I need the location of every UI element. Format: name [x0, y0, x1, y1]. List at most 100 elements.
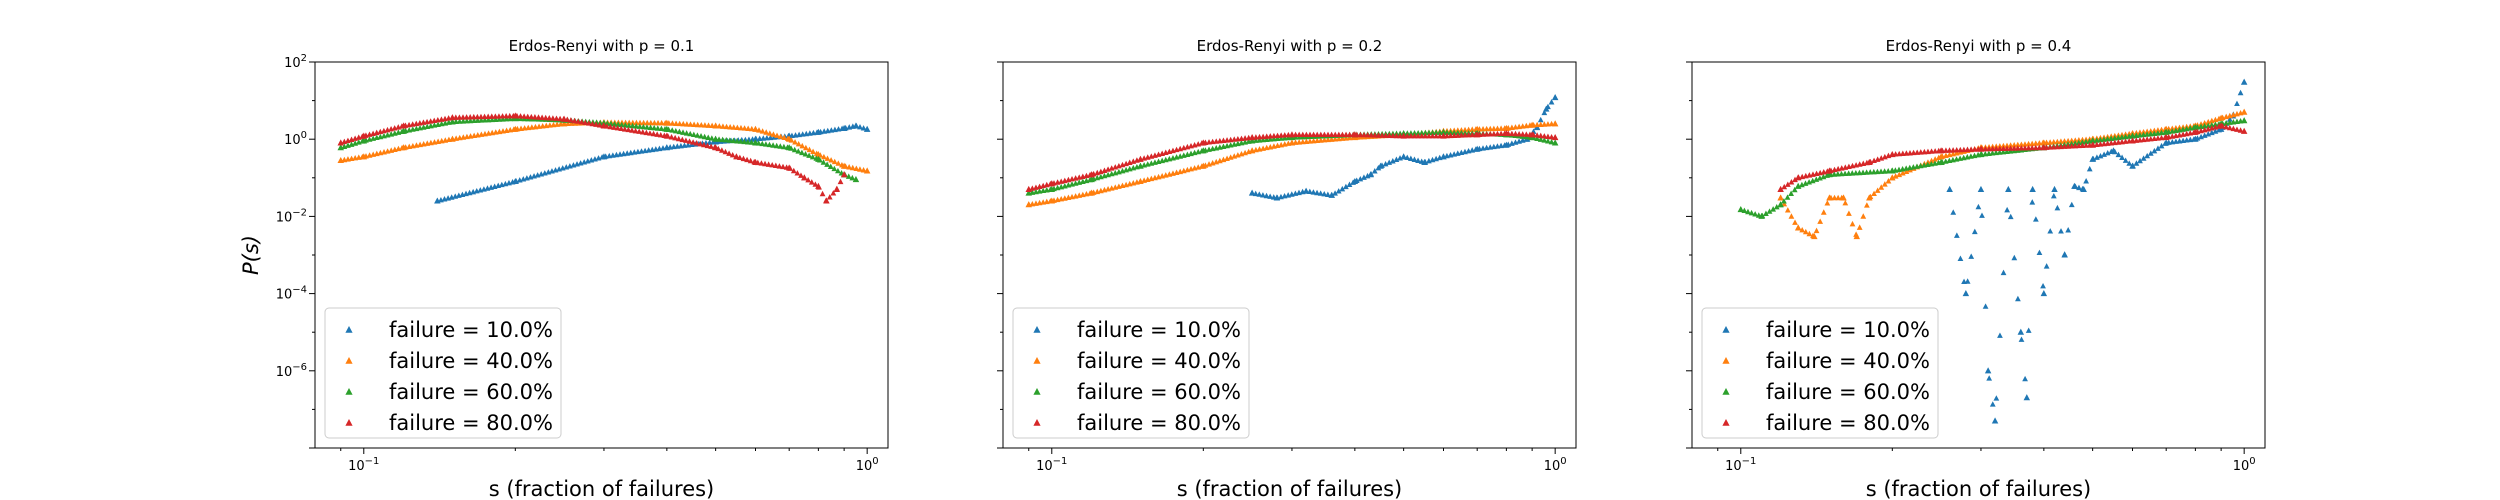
data-point [841, 171, 848, 177]
data-point [517, 113, 524, 119]
data-point [2025, 327, 2032, 333]
data-point [2111, 148, 2118, 155]
x-axis-label: s (fraction of failures) [1866, 477, 2092, 500]
data-point [766, 141, 773, 148]
data-point [1856, 224, 1863, 230]
data-point [738, 124, 744, 131]
data-point [1984, 367, 1992, 374]
series-4 [337, 112, 848, 204]
data-point [643, 129, 650, 136]
data-point [1519, 131, 1526, 137]
data-point [2050, 192, 2057, 199]
data-point [1310, 189, 1317, 195]
data-point [600, 122, 607, 129]
data-point [2054, 204, 2061, 211]
data-point [1820, 209, 1827, 215]
data-point [2151, 147, 2158, 154]
data-point [1530, 131, 1537, 138]
data-point [626, 122, 632, 128]
data-point [1372, 132, 1378, 138]
data-point [567, 117, 574, 123]
data-point [669, 120, 676, 126]
data-point [1400, 132, 1407, 139]
data-point [1346, 131, 1353, 138]
data-point [1799, 226, 1806, 233]
data-point [860, 167, 867, 173]
data-point [2029, 199, 2036, 205]
data-point [1802, 228, 1809, 235]
data-point [1964, 278, 1971, 284]
data-point [1541, 137, 1548, 143]
data-point [669, 127, 676, 133]
data-point [1548, 138, 1555, 145]
data-point [690, 139, 696, 145]
data-point [806, 146, 813, 153]
data-point [1878, 184, 1885, 190]
data-point [1863, 202, 1870, 208]
x-tick-label: 10−1 [1725, 456, 1756, 474]
data-point [1292, 131, 1299, 138]
data-point [611, 124, 617, 130]
data-point [557, 115, 563, 122]
data-point [597, 119, 604, 126]
data-point [1386, 159, 1393, 165]
data-point [1317, 190, 1324, 196]
data-point [2101, 151, 2107, 157]
data-point [860, 125, 867, 131]
x-tick-label: 100 [2233, 456, 2256, 474]
data-point [1892, 173, 1899, 179]
data-point [1777, 194, 1784, 201]
data-point [1853, 231, 1859, 237]
data-point [1838, 194, 1845, 201]
data-point [535, 114, 542, 120]
legend-label: failure = 60.0% [1766, 380, 1930, 404]
data-point [589, 120, 596, 127]
data-point [723, 123, 730, 130]
data-point [709, 122, 716, 129]
legend-box [324, 307, 562, 439]
data-point [715, 145, 722, 152]
data-point [1364, 172, 1371, 179]
data-point [1270, 194, 1277, 200]
data-point [734, 124, 741, 131]
data-point [662, 125, 668, 132]
y-tick-label: 10−4 [276, 285, 307, 303]
data-point [773, 142, 780, 149]
data-point [680, 120, 687, 127]
data-point [1748, 209, 1755, 216]
legend-label: failure = 80.0% [1766, 411, 1930, 435]
data-point [792, 139, 798, 145]
data-point [720, 123, 726, 129]
data-point [510, 112, 517, 119]
data-point [571, 117, 578, 124]
data-point [2241, 117, 2248, 124]
data-point [839, 161, 845, 168]
data-point [1548, 99, 1555, 105]
data-point [821, 153, 827, 160]
series-4 [1777, 122, 2248, 192]
data-point [1773, 203, 1780, 210]
data-point [1509, 130, 1515, 137]
data-point [766, 130, 773, 136]
data-point [1317, 131, 1324, 138]
data-point [1755, 212, 1762, 218]
data-point [618, 121, 625, 128]
data-point [2230, 125, 2237, 132]
data-point [2004, 206, 2011, 213]
data-point [661, 132, 668, 138]
data-point [857, 166, 863, 172]
data-point [759, 140, 766, 147]
data-point [790, 167, 797, 174]
data-point [1792, 219, 1798, 225]
data-point [1763, 210, 1769, 216]
data-point [698, 121, 705, 128]
data-point [1382, 132, 1389, 138]
data-point [1781, 198, 1787, 204]
data-point [542, 114, 549, 121]
data-point [2122, 157, 2129, 163]
data-point [2079, 185, 2086, 192]
data-point [816, 184, 822, 190]
data-point [676, 128, 683, 135]
data-point [828, 157, 834, 163]
